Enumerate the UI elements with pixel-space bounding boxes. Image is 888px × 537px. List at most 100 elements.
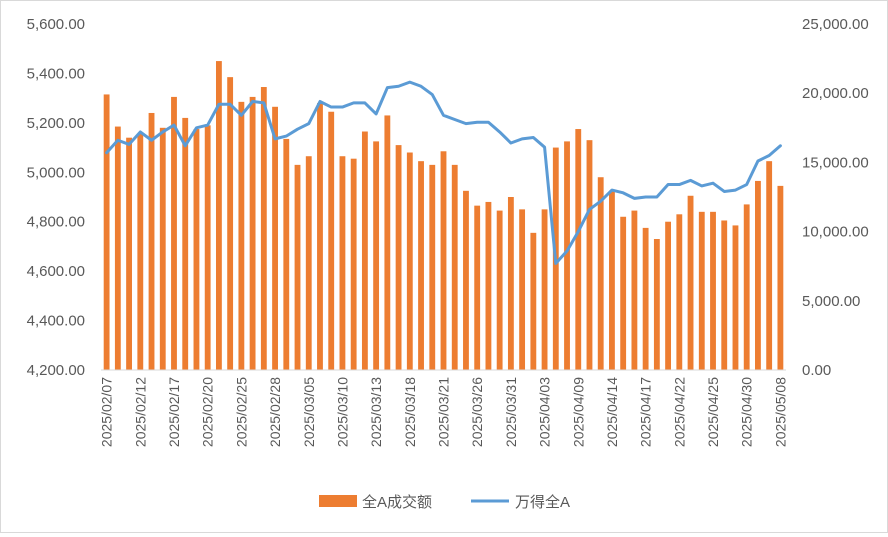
left-tick-label: 5,600.00 bbox=[27, 16, 85, 33]
bar bbox=[597, 177, 604, 370]
x-tick-label: 2025/02/12 bbox=[132, 377, 148, 447]
left-tick-label: 5,000.00 bbox=[27, 164, 85, 181]
bar bbox=[586, 140, 593, 370]
bar bbox=[328, 111, 335, 371]
bar bbox=[575, 129, 582, 370]
bar bbox=[507, 197, 514, 370]
bar bbox=[361, 131, 368, 370]
x-tick-label: 2025/04/25 bbox=[705, 377, 721, 447]
x-tick-label: 2025/03/31 bbox=[503, 377, 519, 447]
bar bbox=[418, 161, 424, 370]
x-tick-label: 2025/04/14 bbox=[604, 377, 620, 447]
bar bbox=[766, 161, 773, 370]
bar bbox=[755, 180, 761, 370]
x-tick-label: 2025/04/17 bbox=[638, 377, 654, 447]
bar bbox=[148, 112, 155, 370]
x-tick-label: 2025/02/28 bbox=[267, 377, 283, 447]
right-axis-ticks: 0.00 5,000.00 10,000.00 15,000.00 20,000.00 2… bbox=[802, 16, 869, 379]
right-tick-label: 20,000.00 bbox=[802, 85, 869, 102]
left-tick-label: 5,400.00 bbox=[27, 65, 85, 82]
bar bbox=[642, 227, 649, 370]
bar bbox=[373, 141, 380, 370]
series-line bbox=[105, 80, 782, 265]
bar bbox=[137, 133, 144, 370]
x-tick-label: 2025/02/25 bbox=[233, 377, 249, 447]
x-tick-label: 2025/02/17 bbox=[166, 377, 182, 447]
bar bbox=[305, 156, 312, 370]
x-tick-label: 2025/03/26 bbox=[469, 377, 485, 447]
bar bbox=[384, 115, 391, 370]
bar bbox=[429, 164, 436, 370]
bar bbox=[395, 145, 402, 370]
bar bbox=[721, 220, 728, 370]
bar bbox=[283, 138, 290, 370]
bar bbox=[204, 125, 211, 370]
legend-line-label: 万得全A bbox=[515, 493, 570, 511]
bar bbox=[541, 209, 548, 370]
x-tick-label: 2025/04/30 bbox=[739, 377, 755, 447]
x-tick-label: 2025/04/22 bbox=[671, 377, 687, 447]
bar bbox=[676, 214, 683, 370]
bar bbox=[182, 117, 189, 370]
x-tick-label: 2025/02/20 bbox=[200, 377, 216, 447]
x-tick-label: 2025/04/03 bbox=[537, 377, 553, 447]
bar bbox=[620, 216, 627, 370]
bar bbox=[406, 152, 413, 370]
bar bbox=[260, 87, 267, 371]
bar bbox=[687, 195, 694, 370]
right-tick-label: 5,000.00 bbox=[802, 293, 860, 310]
x-tick-label: 2025/03/13 bbox=[368, 377, 384, 447]
bar bbox=[103, 94, 110, 370]
x-tick-label: 2025/04/09 bbox=[570, 377, 586, 447]
bar bbox=[215, 61, 222, 370]
right-tick-label: 10,000.00 bbox=[802, 224, 869, 241]
bar bbox=[485, 201, 492, 370]
line-layer bbox=[105, 80, 782, 265]
bar bbox=[653, 239, 660, 370]
bar bbox=[496, 210, 503, 370]
legend: 全A成交额 万得全A bbox=[319, 493, 570, 511]
right-tick-label: 25,000.00 bbox=[802, 16, 869, 33]
legend-bar-label: 全A成交额 bbox=[362, 493, 432, 511]
bar bbox=[609, 190, 615, 370]
bar bbox=[193, 129, 200, 370]
bar bbox=[294, 164, 301, 370]
bar bbox=[732, 225, 739, 370]
bar bbox=[665, 221, 672, 370]
x-axis-ticks: 2025/02/07 2025/02/12 2025/02/17 2025/02/20… bbox=[99, 377, 789, 447]
bar bbox=[530, 232, 537, 370]
bar bbox=[777, 185, 784, 370]
bar bbox=[451, 164, 458, 370]
bar bbox=[339, 156, 346, 370]
left-tick-label: 4,200.00 bbox=[27, 362, 85, 379]
bar bbox=[564, 141, 570, 370]
bar bbox=[227, 77, 234, 370]
bar bbox=[440, 151, 447, 370]
left-tick-label: 4,400.00 bbox=[27, 313, 85, 330]
left-axis-ticks: 4,200.00 4,400.00 4,600.00 4,800.00 5,000.00… bbox=[27, 16, 85, 379]
x-tick-label: 2025/03/05 bbox=[301, 377, 317, 447]
bar bbox=[114, 126, 121, 370]
bars-layer bbox=[103, 61, 784, 371]
x-tick-label: 2025/03/18 bbox=[402, 377, 418, 447]
bar bbox=[474, 205, 481, 370]
bar bbox=[743, 204, 750, 370]
legend-bar-swatch bbox=[319, 495, 357, 507]
right-tick-label: 0.00 bbox=[802, 362, 831, 379]
x-tick-label: 2025/03/10 bbox=[334, 377, 350, 447]
left-tick-label: 5,200.00 bbox=[27, 115, 85, 132]
x-tick-label: 2025/05/08 bbox=[772, 377, 788, 447]
bar bbox=[463, 190, 469, 370]
bar bbox=[519, 209, 526, 370]
bar bbox=[710, 211, 716, 370]
bar bbox=[272, 106, 278, 370]
left-tick-label: 4,600.00 bbox=[27, 263, 85, 280]
bar bbox=[631, 210, 638, 370]
bar bbox=[171, 96, 177, 370]
bar bbox=[317, 103, 323, 370]
bar bbox=[126, 137, 132, 370]
x-tick-label: 2025/02/07 bbox=[99, 377, 115, 447]
left-tick-label: 4,800.00 bbox=[27, 214, 85, 231]
